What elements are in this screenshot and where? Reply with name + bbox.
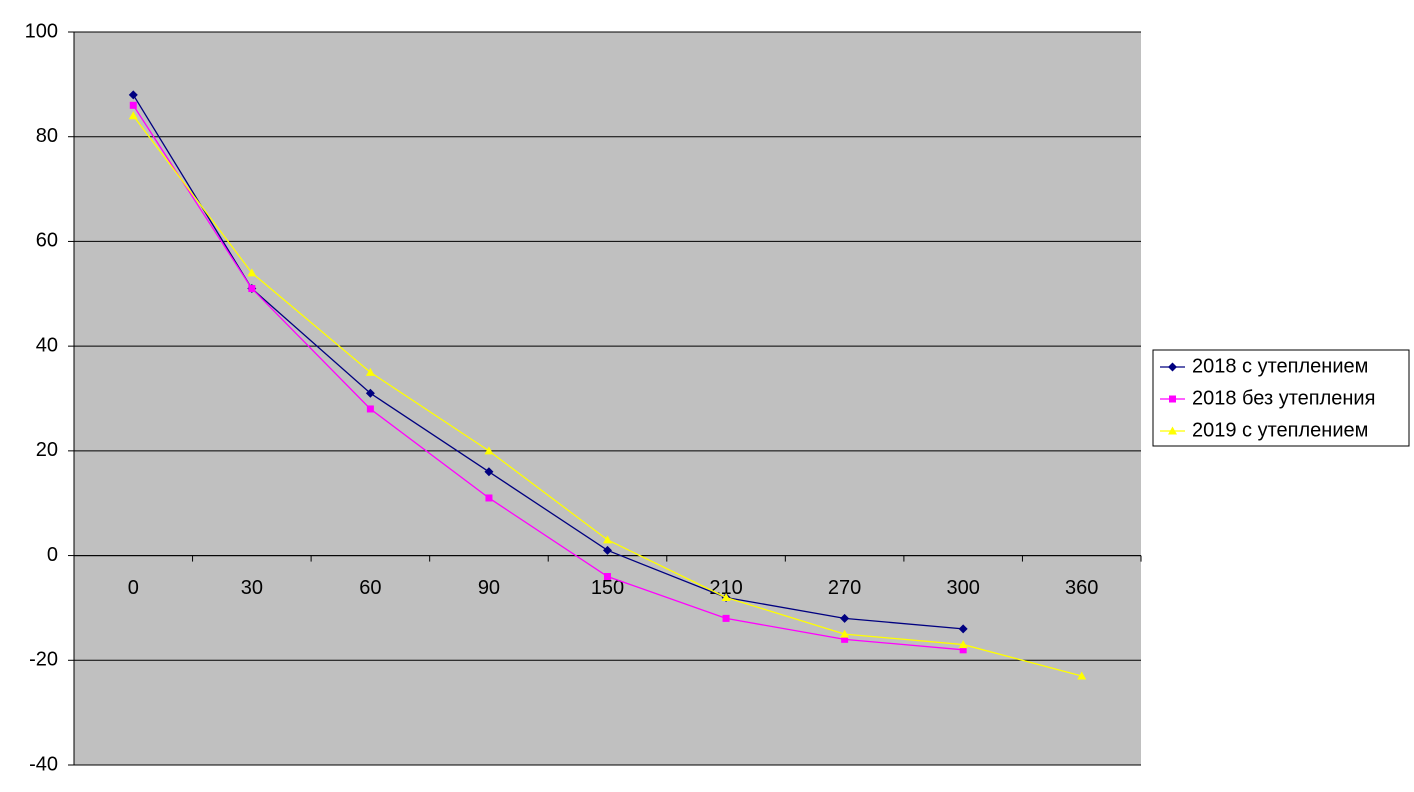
marker [484,446,494,455]
x-tick-label: 30 [241,577,263,599]
marker [485,494,493,502]
x-tick-label: 270 [828,577,861,599]
marker [1168,362,1177,372]
plot-area [74,32,1141,765]
legend-box [1152,349,1410,447]
series-line [132,104,964,651]
marker [604,573,611,581]
marker [248,285,256,293]
legend-label: 2018 без утепления [1192,387,1375,409]
marker [128,90,138,100]
marker [128,111,138,120]
x-tick-label: 90 [478,577,500,599]
x-tick-label: 60 [359,577,381,599]
marker [721,592,731,601]
y-tick-label: 100 [25,20,58,42]
x-tick-label: 300 [946,577,979,599]
legend-label: 2019 с утеплением [1192,419,1368,441]
marker [1168,426,1177,435]
y-tick-label: -40 [29,753,58,775]
marker [958,624,968,634]
series-line [132,94,964,630]
marker [1169,395,1176,403]
y-tick-label: 60 [36,230,58,252]
marker [840,629,850,638]
legend-label: 2018 с утеплением [1192,355,1368,377]
marker [1077,671,1087,680]
y-tick-label: 0 [47,544,58,566]
marker [603,535,612,544]
x-tick-label: 360 [1065,577,1098,599]
marker [722,614,730,622]
marker [959,646,967,654]
marker [129,101,137,109]
x-tick-label: 150 [591,577,624,599]
marker [365,388,375,398]
marker [840,613,850,623]
x-tick-label: 0 [128,577,139,599]
y-tick-label: 20 [36,439,58,461]
marker [365,367,375,376]
y-tick-label: -20 [29,649,58,671]
y-tick-label: 80 [36,125,58,147]
marker [603,545,612,555]
marker [958,640,968,649]
marker [247,268,257,277]
marker [366,405,374,413]
marker [484,467,494,477]
marker [841,635,849,643]
y-tick-label: 40 [36,334,58,356]
